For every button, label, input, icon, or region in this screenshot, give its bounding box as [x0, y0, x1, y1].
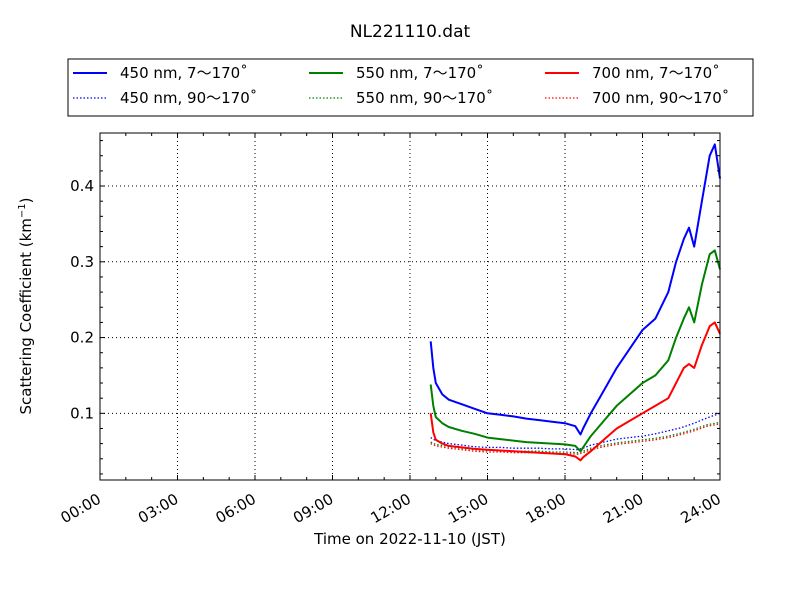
- legend-label: 700 nm, 7～170˚: [592, 64, 720, 82]
- y-axis-label-end: ): [17, 197, 35, 203]
- x-axis-label: Time on 2022-11-10 (JST): [313, 530, 506, 548]
- grid: [100, 133, 720, 480]
- y-tick-label: 0.4: [70, 177, 94, 195]
- series-line-450-nm-7-170: [429, 143, 721, 436]
- series-line-700-nm-7-170: [429, 321, 721, 462]
- series-group: [429, 143, 721, 462]
- legend-items: 450 nm, 7～170˚ 550 nm, 7～170˚ 700 nm, 7～17…: [73, 64, 729, 107]
- y-axis-label: Scattering Coefficient (km−1): [17, 197, 35, 414]
- legend-label: 700 nm, 90～170˚: [592, 89, 729, 107]
- y-tick-label: 0.3: [70, 253, 94, 271]
- series-line-550-nm-7-170: [429, 249, 721, 453]
- legend-label: 550 nm, 90～170˚: [356, 89, 493, 107]
- series-line-550-nm-90-170: [430, 421, 721, 454]
- y-tick-label: 0.2: [70, 329, 94, 347]
- y-axis-label-superscript: −1: [17, 203, 28, 218]
- legend: 450 nm, 7～170˚ 550 nm, 7～170˚ 700 nm, 7～17…: [67, 58, 754, 117]
- legend-box: [67, 58, 754, 117]
- legend-label: 450 nm, 90～170˚: [120, 89, 257, 107]
- legend-label: 450 nm, 7～170˚: [120, 64, 248, 82]
- y-tick-label: 0.1: [70, 404, 94, 422]
- legend-label: 550 nm, 7～170˚: [356, 64, 484, 82]
- y-axis-label-main: Scattering Coefficient (km: [17, 218, 35, 414]
- series-line-700-nm-90-170: [430, 423, 721, 455]
- chart-title: NL221110.dat: [350, 22, 471, 42]
